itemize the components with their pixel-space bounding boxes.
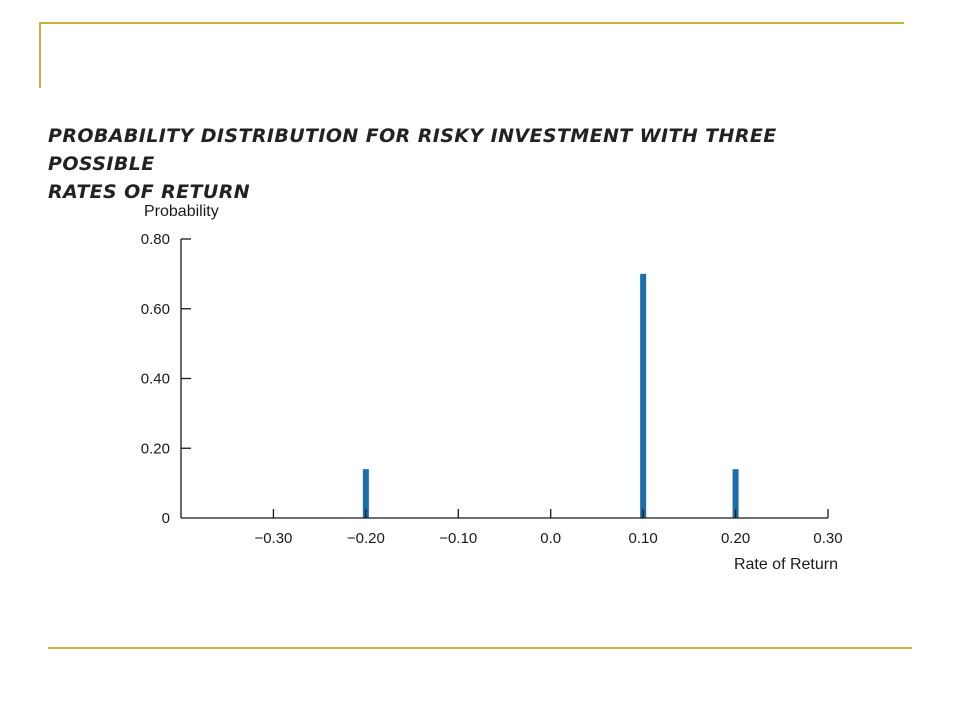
x-tick-label: −0.30 xyxy=(254,530,292,547)
slide-frame-left-line xyxy=(39,22,41,88)
probability-bar xyxy=(732,469,739,518)
x-tick-label: −0.10 xyxy=(439,530,477,547)
slide-bottom-rule xyxy=(48,647,912,649)
y-tick-label: 0.20 xyxy=(141,440,170,457)
probability-bar xyxy=(640,273,647,518)
x-axis-ticks: −0.30 −0.20 −0.10 0.0 0.10 0.20 0.30 xyxy=(254,509,843,547)
chart-bars xyxy=(362,273,739,518)
slide-frame-top-line xyxy=(39,22,904,24)
y-axis-label: Probability xyxy=(144,203,219,220)
x-tick-label: −0.20 xyxy=(347,530,385,547)
y-tick-label: 0.60 xyxy=(141,301,170,318)
chart-title-line-1: PROBABILITY DISTRIBUTION FOR RISKY INVES… xyxy=(48,125,777,175)
x-axis-label: Rate of Return xyxy=(734,556,838,573)
chart-axes xyxy=(180,239,828,519)
chart-title: PROBABILITY DISTRIBUTION FOR RISKY INVES… xyxy=(48,122,868,206)
probability-bar xyxy=(362,469,369,518)
x-tick-label: 0.30 xyxy=(813,530,842,547)
y-axis-ticks: 0 0.20 0.40 0.60 0.80 xyxy=(141,231,191,527)
y-tick-label: 0.40 xyxy=(141,371,170,388)
x-tick-label: 0.10 xyxy=(629,530,658,547)
x-tick-label: 0.20 xyxy=(721,530,750,547)
y-tick-label: 0.80 xyxy=(141,231,170,248)
chart-title-line-2: RATES OF RETURN xyxy=(48,181,251,203)
y-tick-label: 0 xyxy=(162,510,170,527)
x-tick-label: 0.0 xyxy=(540,530,561,547)
